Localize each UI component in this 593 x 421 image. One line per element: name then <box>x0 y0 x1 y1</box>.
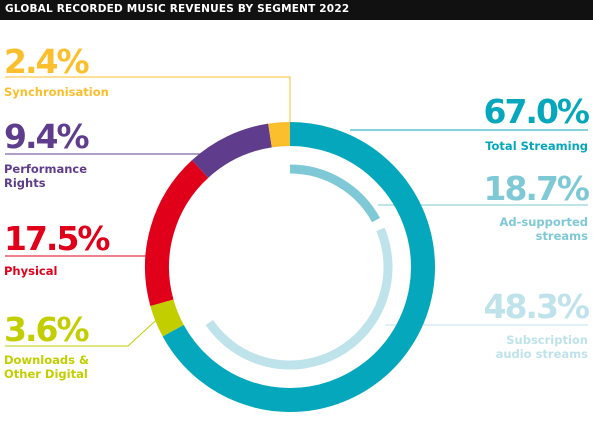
segment-streaming <box>162 122 435 412</box>
outer-ring <box>145 121 435 412</box>
leader-line-synchronisation <box>5 76 291 127</box>
downloads-label: Downloads & Other Digital <box>4 353 89 381</box>
physical-percent: 17.5% <box>4 219 110 258</box>
segment-physical <box>145 160 209 306</box>
segment-performance <box>192 123 273 179</box>
leader-line-downloads <box>5 311 166 347</box>
segment-subscription <box>205 227 393 370</box>
segment-ad_supported <box>289 164 380 223</box>
synchronisation-percent: 2.4% <box>4 42 90 81</box>
subscription-percent: 48.3% <box>483 287 590 326</box>
performance-rights-label: Performance Rights <box>4 162 88 190</box>
segment-downloads <box>150 299 184 337</box>
synchronisation-label: Synchronisation <box>4 85 109 99</box>
total-streaming-label: Total Streaming <box>485 139 588 153</box>
ad-supported-percent: 18.7% <box>483 169 590 208</box>
downloads-percent: 3.6% <box>4 310 90 349</box>
chart-header: GLOBAL RECORDED MUSIC REVENUES BY SEGMEN… <box>0 0 593 20</box>
total-streaming-percent: 67.0% <box>483 92 590 131</box>
segment-synchronisation <box>268 121 291 148</box>
physical-label: Physical <box>4 264 58 278</box>
ad-supported-label: Ad-supported streams <box>499 215 588 243</box>
subscription-label: Subscription audio streams <box>495 333 588 361</box>
performance-rights-percent: 9.4% <box>4 117 90 156</box>
inner-ring <box>205 164 393 370</box>
chart-title: GLOBAL RECORDED MUSIC REVENUES BY SEGMEN… <box>5 3 350 15</box>
